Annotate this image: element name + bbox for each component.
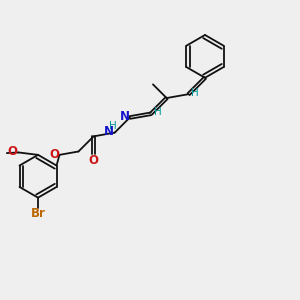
- Text: O: O: [49, 148, 59, 161]
- Text: H: H: [191, 88, 199, 98]
- Text: N: N: [104, 125, 114, 138]
- Text: O: O: [88, 154, 98, 167]
- Text: H: H: [154, 107, 161, 117]
- Text: N: N: [119, 110, 130, 123]
- Text: H: H: [109, 121, 117, 131]
- Text: Br: Br: [31, 207, 46, 220]
- Text: O: O: [8, 145, 18, 158]
